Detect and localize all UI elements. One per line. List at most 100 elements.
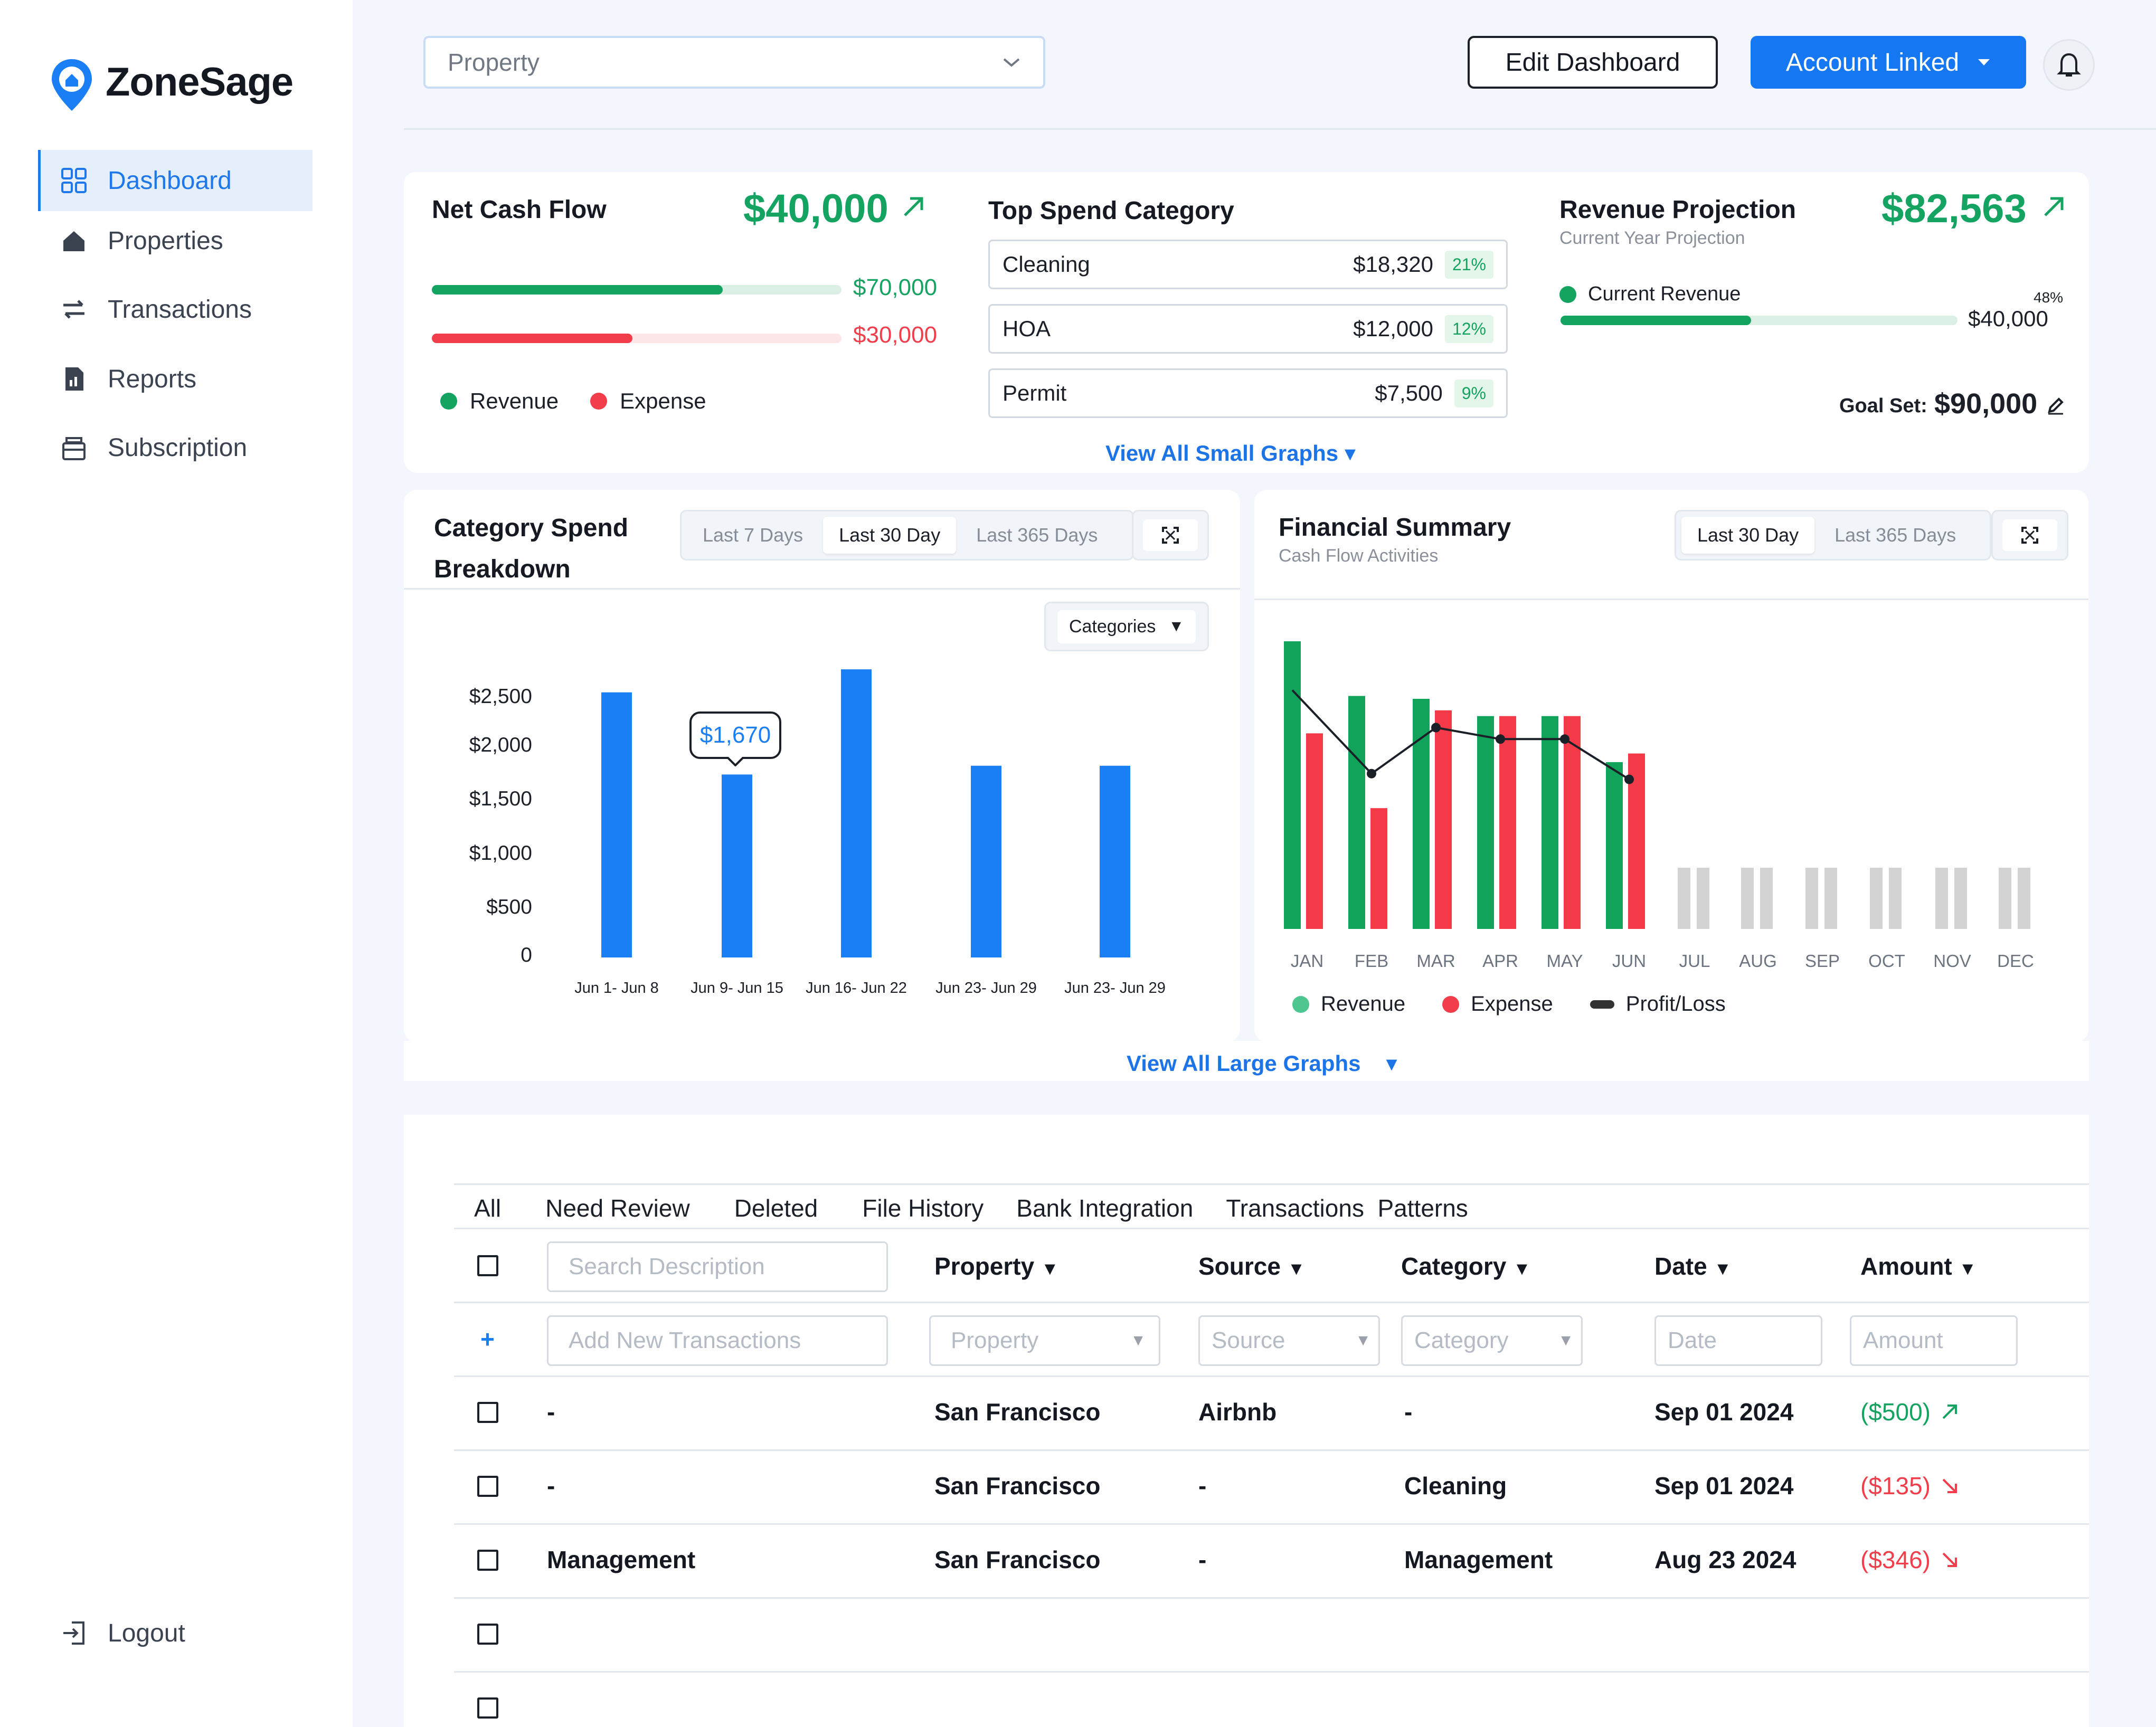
- transaction-description: -: [547, 1472, 555, 1500]
- column-header-amount[interactable]: Amount ▼: [1860, 1252, 1977, 1280]
- profit-loss-point: [1367, 768, 1376, 779]
- tab-bank-integration[interactable]: Bank Integration: [1016, 1194, 1194, 1222]
- transaction-amount: ($135): [1860, 1472, 1959, 1500]
- sidebar-item-subscription[interactable]: Subscription: [38, 417, 313, 478]
- row-checkbox[interactable]: [477, 1624, 498, 1645]
- profit-loss-legend-swatch: [1590, 1000, 1614, 1009]
- notification-bell-button[interactable]: [2043, 39, 2095, 91]
- sidebar-item-transactions[interactable]: Transactions: [38, 279, 313, 340]
- range-last-365-days[interactable]: Last 365 Days: [976, 524, 1098, 546]
- profit-loss-point: [1496, 734, 1505, 744]
- new-transaction-source-select[interactable]: Source ▼: [1198, 1315, 1380, 1366]
- tab-need-review[interactable]: Need Review: [545, 1194, 690, 1222]
- add-transaction-plus-button[interactable]: +: [480, 1325, 495, 1353]
- column-header-date[interactable]: Date ▼: [1654, 1252, 1732, 1280]
- current-revenue-dot: [1559, 286, 1576, 303]
- placeholder-bar: [1805, 868, 1818, 929]
- new-transaction-date-placeholder: Date: [1668, 1327, 1717, 1353]
- y-tick-label: $2,000: [469, 734, 532, 756]
- column-header-property[interactable]: Property ▼: [934, 1252, 1059, 1280]
- new-transaction-property-select[interactable]: Property ▼: [929, 1315, 1160, 1366]
- row-checkbox[interactable]: [477, 1697, 498, 1719]
- column-header-label: Source: [1198, 1252, 1281, 1280]
- sidebar-item-dashboard[interactable]: Dashboard: [38, 150, 313, 211]
- transactions-panel: [404, 1115, 2089, 1727]
- chevron-down-icon: [1003, 58, 1020, 67]
- range-last-30-day[interactable]: Last 30 Day: [1681, 517, 1815, 554]
- trend-up-icon: [2044, 197, 2064, 216]
- tab-all[interactable]: All: [474, 1194, 502, 1222]
- account-linked-button[interactable]: Account Linked: [1751, 36, 2026, 89]
- spend-amount: $12,000: [1353, 316, 1433, 341]
- month-label: JUN: [1612, 951, 1647, 971]
- placeholder-bar: [1889, 868, 1902, 929]
- tab-transactions-patterns[interactable]: Transactions Patterns: [1226, 1194, 1468, 1222]
- tab-file-history[interactable]: File History: [862, 1194, 984, 1222]
- property-select[interactable]: Property: [423, 36, 1045, 89]
- tab-deleted[interactable]: Deleted: [734, 1194, 818, 1222]
- projection-bar-fill: [1561, 316, 1751, 325]
- new-transaction-description-input[interactable]: Add New Transactions: [547, 1315, 888, 1366]
- x-tick-label: Jun 23- Jun 29: [935, 980, 1037, 997]
- legend-profit-loss: Profit/Loss: [1625, 992, 1726, 1016]
- x-tick-label: Jun 9- Jun 15: [691, 980, 783, 997]
- sidebar-item-properties[interactable]: Properties: [38, 210, 313, 271]
- profit-loss-line: [1291, 689, 1630, 781]
- new-transaction-amount-input[interactable]: Amount: [1850, 1315, 2018, 1366]
- expense-bar: [1306, 733, 1323, 929]
- y-tick-label: $500: [486, 896, 532, 918]
- search-description-input[interactable]: Search Description: [547, 1241, 888, 1292]
- transaction-amount-value: ($135): [1860, 1472, 1931, 1500]
- sort-caret-icon: ▼: [1714, 1259, 1732, 1279]
- edit-dashboard-button[interactable]: Edit Dashboard: [1468, 36, 1718, 89]
- spend-row-permit[interactable]: Permit $7,500 9%: [988, 368, 1508, 418]
- select-all-checkbox[interactable]: [477, 1255, 498, 1276]
- placeholder-bar: [1760, 868, 1773, 929]
- net-cash-flow-title: Net Cash Flow: [432, 196, 607, 224]
- spend-row-hoa[interactable]: HOA $12,000 12%: [988, 304, 1508, 354]
- column-header-source[interactable]: Source ▼: [1198, 1252, 1305, 1280]
- row-checkbox[interactable]: [477, 1402, 498, 1423]
- view-all-large-graphs-link[interactable]: View All Large Graphs ▾: [1127, 1050, 1397, 1076]
- logout-button[interactable]: Logout: [38, 1602, 313, 1664]
- goal-set-value: $90,000: [1934, 388, 2038, 420]
- categories-filter-dropdown[interactable]: Categories ▼: [1044, 602, 1209, 651]
- column-header-category[interactable]: Category ▼: [1401, 1252, 1531, 1280]
- sort-caret-icon: ▼: [1041, 1259, 1059, 1279]
- expense-bar: [1370, 808, 1387, 929]
- transaction-date: Sep 01 2024: [1654, 1398, 1794, 1426]
- expense-bar: [1564, 716, 1581, 929]
- sidebar-item-reports[interactable]: Reports: [38, 348, 313, 410]
- trend-down-icon: [1942, 1552, 1957, 1567]
- spend-category-name: HOA: [1003, 316, 1051, 341]
- new-transaction-date-input[interactable]: Date: [1654, 1315, 1822, 1366]
- spend-pct-badge: 21%: [1444, 250, 1493, 279]
- range-last-365-days[interactable]: Last 365 Days: [1835, 524, 1956, 546]
- range-last-30-day[interactable]: Last 30 Day: [823, 517, 957, 554]
- row-checkbox[interactable]: [477, 1550, 498, 1571]
- financial-summary-range-tabs: Last 30 Day Last 365 Days: [1675, 510, 1991, 561]
- month-label: AUG: [1739, 951, 1777, 971]
- revenue-bar: [1348, 696, 1365, 929]
- column-header-label: Date: [1654, 1252, 1707, 1280]
- expense-bar: [1435, 710, 1452, 929]
- view-all-small-graphs-link[interactable]: View All Small Graphs ▾: [1105, 440, 1356, 466]
- financial-summary-expand-button[interactable]: [1991, 510, 2068, 561]
- expense-amount: $30,000: [853, 322, 938, 348]
- sidebar-item-label: Reports: [108, 365, 197, 393]
- spend-row-cleaning[interactable]: Cleaning $18,320 21%: [988, 240, 1508, 289]
- goal-set-label: Goal Set:: [1839, 395, 1927, 417]
- divider: [1254, 599, 2088, 600]
- range-last-7-days[interactable]: Last 7 Days: [703, 524, 803, 546]
- divider: [454, 1597, 2089, 1599]
- category-spend-expand-button[interactable]: [1132, 510, 1209, 561]
- new-transaction-category-select[interactable]: Category ▼: [1401, 1315, 1583, 1366]
- expense-legend-dot: [590, 393, 608, 410]
- row-checkbox[interactable]: [477, 1476, 498, 1497]
- revenue-projection-title: Revenue Projection: [1559, 196, 1796, 224]
- transaction-category: Cleaning: [1404, 1472, 1507, 1500]
- legend-expense: Expense: [1471, 992, 1553, 1016]
- pencil-edit-icon[interactable]: [2045, 396, 2065, 416]
- transaction-category: Management: [1404, 1546, 1553, 1573]
- revenue-bar-fill: [432, 285, 723, 295]
